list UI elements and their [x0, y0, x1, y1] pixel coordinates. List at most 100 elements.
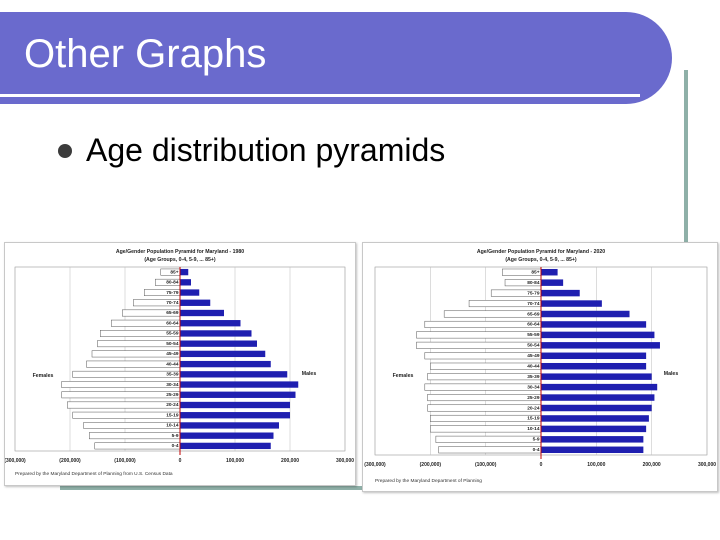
age-group-label: 60-64: [166, 320, 179, 326]
female-bar: [427, 373, 542, 381]
male-bar: [541, 394, 655, 401]
female-bar: [94, 442, 181, 450]
female-bar: [430, 425, 542, 433]
chart-source-note: Prepared by the Maryland Department of P…: [375, 478, 482, 484]
male-bar: [541, 268, 558, 276]
male-bar: [180, 442, 271, 450]
age-group-label: 0-4: [533, 447, 540, 453]
age-group-label: 40-44: [166, 361, 179, 367]
age-group-label: 75-79: [527, 290, 540, 296]
female-bar: [424, 352, 542, 360]
male-bar: [541, 404, 652, 412]
male-bar: [541, 362, 647, 370]
female-bar: [427, 404, 542, 412]
age-group-label: 55-59: [166, 331, 179, 337]
female-bar: [424, 320, 542, 328]
bullet-item: Age distribution pyramids: [58, 132, 445, 169]
age-group-label: 85+: [531, 269, 539, 275]
female-bar: [430, 414, 542, 422]
x-tick-label: 300,000: [698, 462, 716, 468]
age-group-label: 80-84: [166, 280, 179, 286]
age-group-label: 20-24: [166, 402, 179, 408]
male-bar: [180, 299, 211, 306]
male-bar: [180, 401, 290, 409]
male-bar: [180, 309, 224, 317]
males-label: Males: [664, 371, 679, 377]
x-tick-label: (300,000): [364, 462, 386, 468]
male-bar: [541, 425, 647, 433]
x-tick-label: 100,000: [587, 462, 605, 468]
male-bar: [180, 422, 279, 429]
female-bar: [67, 401, 181, 409]
male-bar: [541, 446, 644, 454]
x-tick-label: (200,000): [59, 458, 81, 464]
chart-source-note: Prepared by the Maryland Department of P…: [15, 471, 173, 477]
age-group-label: 55-59: [527, 332, 540, 338]
female-bar: [89, 432, 181, 440]
title-bar: [0, 12, 672, 104]
x-tick-label: 200,000: [643, 462, 661, 468]
females-label: Females: [393, 373, 414, 379]
x-tick-label: 0: [179, 458, 182, 464]
x-tick-label: (100,000): [114, 458, 136, 464]
male-bar: [180, 350, 266, 358]
age-group-label: 10-14: [527, 426, 540, 432]
age-group-label: 85+: [170, 269, 178, 275]
age-group-label: 20-24: [527, 405, 540, 411]
age-group-label: 45-49: [166, 351, 179, 357]
male-bar: [541, 331, 655, 339]
male-bar: [180, 340, 257, 347]
x-tick-label: 300,000: [336, 458, 354, 464]
age-group-label: 15-19: [527, 416, 540, 422]
age-group-label: 0-4: [172, 443, 179, 449]
x-tick-label: (300,000): [5, 458, 26, 464]
age-group-label: 45-49: [527, 353, 540, 359]
males-label: Males: [302, 371, 317, 377]
bullet-dot-icon: [58, 143, 72, 158]
female-bar: [430, 362, 542, 370]
pyramid-chart-1980-panel: Age/Gender Population Pyramid for Maryla…: [4, 242, 356, 486]
age-group-label: 35-39: [166, 372, 179, 378]
age-group-label: 40-44: [527, 363, 540, 369]
age-group-label: 30-34: [527, 384, 540, 390]
male-bar: [541, 415, 649, 422]
age-group-label: 70-74: [166, 300, 179, 306]
title-underline: [0, 94, 640, 97]
male-bar: [541, 279, 564, 286]
male-bar: [541, 352, 647, 360]
age-group-label: 50-54: [166, 341, 179, 347]
female-bar: [61, 381, 181, 388]
male-bar: [541, 373, 652, 380]
age-group-label: 35-39: [527, 374, 540, 380]
age-group-label: 5-9: [172, 433, 179, 439]
male-bar: [180, 268, 189, 276]
age-group-label: 65-69: [527, 311, 540, 317]
age-group-label: 70-74: [527, 301, 540, 307]
age-group-label: 50-54: [527, 343, 540, 349]
bullet-text: Age distribution pyramids: [86, 132, 446, 168]
female-bar: [427, 394, 542, 402]
male-bar: [541, 321, 647, 328]
pyramid-chart-2020-panel: Age/Gender Population Pyramid for Maryla…: [362, 242, 718, 492]
male-bar: [541, 289, 580, 297]
x-tick-label: 100,000: [226, 458, 244, 464]
chart-subtitle: (Age Groups, 0-4, 5-9, ... 85+): [505, 257, 577, 263]
male-bar: [541, 342, 660, 349]
x-tick-label: 200,000: [281, 458, 299, 464]
pyramid-chart-1980: Age/Gender Population Pyramid for Maryla…: [4, 249, 354, 477]
male-bar: [541, 436, 644, 443]
male-bar: [180, 371, 288, 378]
male-bar: [180, 330, 252, 337]
male-bar: [180, 432, 274, 439]
female-bar: [72, 370, 181, 378]
slide-title: Other Graphs: [24, 32, 267, 76]
age-group-label: 80-84: [527, 280, 540, 286]
female-bar: [424, 383, 542, 391]
age-group-label: 25-29: [166, 392, 179, 398]
chart-subtitle: (Age Groups, 0-4, 5-9, ... 85+): [144, 257, 216, 263]
male-bar: [180, 412, 290, 419]
male-bar: [541, 300, 602, 307]
female-bar: [72, 411, 181, 419]
male-bar: [180, 279, 191, 286]
